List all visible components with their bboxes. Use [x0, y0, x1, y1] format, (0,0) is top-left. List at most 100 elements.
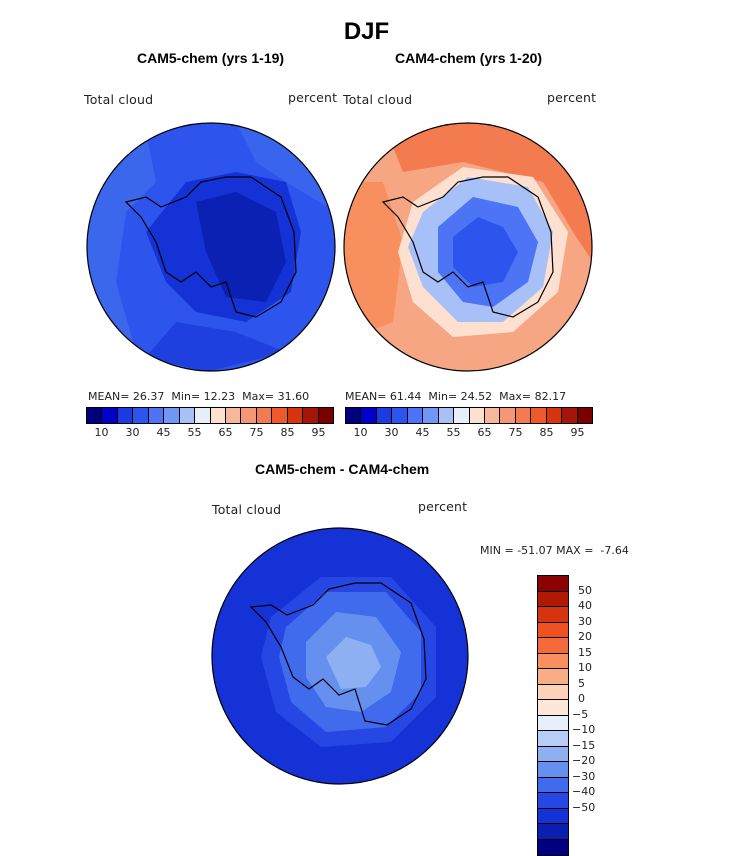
colorbar-tick-label: 10 — [578, 661, 592, 674]
colorbar-swatch — [164, 408, 180, 423]
colorbar-tick-label: 45 — [415, 426, 430, 439]
colorbar-tick-label: 10 — [353, 426, 368, 439]
colorbar-swatch — [407, 408, 424, 423]
colorbar-swatch — [531, 408, 547, 423]
panel-left-label-cam5: Total cloud — [84, 92, 154, 107]
colorbar-swatch — [538, 622, 568, 638]
colorbar-tick-label: −20 — [572, 754, 596, 767]
panel-unit-label-cam4: percent — [547, 90, 597, 105]
colorbar-swatch — [303, 408, 319, 423]
diff-panel-title: CAM5-chem - CAM4-chem — [255, 461, 430, 477]
colorbar-swatch — [538, 793, 568, 809]
colorbar-swatch — [538, 824, 568, 840]
colorbar-tick-label: 50 — [578, 583, 592, 597]
panel-title-cam5: CAM5-chem (yrs 1-19) — [137, 50, 285, 66]
colorbar-ticks-cam4: 10 30 45 55 65 75 85 95 — [345, 426, 593, 440]
figure-title: DJF — [343, 18, 390, 45]
colorbar-swatch — [438, 408, 455, 423]
colorbar-tick-label: 95 — [570, 426, 585, 439]
colorbar-swatch — [361, 408, 377, 423]
colorbar-tick-label: 85 — [280, 426, 295, 439]
colorbar-swatch — [577, 408, 592, 423]
colorbar-difference — [537, 575, 569, 856]
colorbar-swatch — [133, 408, 149, 423]
colorbar-tick-label: −40 — [572, 785, 596, 798]
colorbar-swatch — [87, 408, 103, 423]
colorbar-tick-label: 55 — [187, 426, 202, 439]
colorbar-swatch — [484, 408, 501, 423]
colorbar-tick-label: −30 — [572, 769, 596, 783]
colorbar-tick-label: 40 — [578, 599, 592, 612]
colorbar-tick-label: 75 — [508, 426, 523, 439]
panel-left-label-cam4: Total cloud — [343, 92, 413, 107]
colorbar-swatch — [195, 408, 211, 423]
colorbar-swatch — [318, 408, 333, 423]
colorbar-swatch — [346, 408, 362, 423]
colorbar-swatch — [256, 408, 273, 423]
panel-unit-label-cam5: percent — [288, 90, 338, 105]
colorbar-swatch — [538, 839, 568, 855]
colorbar-swatch — [179, 408, 196, 423]
colorbar-tick-label: −15 — [572, 738, 596, 752]
colorbar-tick-label: −50 — [572, 800, 596, 814]
colorbar-tick-label: 95 — [311, 426, 326, 439]
colorbar-swatch — [515, 408, 532, 423]
diff-unit-label: percent — [418, 499, 468, 514]
colorbar-swatch — [562, 408, 578, 423]
colorbar-swatch — [392, 408, 408, 423]
colorbar-cam5 — [86, 407, 334, 424]
stats-cam4: MEAN= 61.44 Min= 24.52 Max= 82.17 — [345, 390, 567, 403]
colorbar-swatch — [423, 408, 439, 423]
colorbar-swatch — [469, 408, 485, 423]
colorbar-swatch — [538, 762, 568, 778]
colorbar-swatch — [500, 408, 516, 423]
colorbar-tick-label: 0 — [578, 692, 585, 705]
colorbar-tick-label: 30 — [578, 614, 592, 628]
colorbar-tick-label: 30 — [125, 426, 140, 439]
colorbar-swatch — [287, 408, 304, 423]
colorbar-swatch — [454, 408, 470, 423]
colorbar-tick-label: 20 — [578, 630, 592, 643]
colorbar-swatch — [538, 653, 568, 669]
colorbar-tick-label: 15 — [578, 645, 592, 659]
colorbar-swatch — [538, 700, 568, 716]
colorbar-swatch — [538, 607, 568, 623]
colorbar-swatch — [102, 408, 118, 423]
colorbar-swatch — [241, 408, 257, 423]
colorbar-swatch — [538, 777, 568, 793]
colorbar-tick-label: 65 — [477, 426, 492, 439]
colorbar-tick-label: −5 — [572, 707, 589, 721]
colorbar-swatch — [538, 684, 568, 700]
colorbar-ticks-cam5: 10 30 45 55 65 75 85 95 — [86, 426, 334, 440]
colorbar-tick-label: 65 — [218, 426, 233, 439]
colorbar-tick-label: 5 — [578, 676, 585, 690]
diff-stats: MIN = -51.07 MAX = -7.64 — [480, 544, 629, 557]
colorbar-tick-label: 55 — [446, 426, 461, 439]
colorbar-swatch — [538, 576, 568, 592]
colorbar-swatch — [538, 715, 568, 731]
colorbar-cam4 — [345, 407, 593, 424]
colorbar-tick-label: 75 — [249, 426, 264, 439]
colorbar-swatch — [538, 591, 568, 607]
colorbar-swatch — [538, 638, 568, 654]
colorbar-ticks-difference: 50 40 30 20 15 10 5 0 −5 −10 −15 −20 −30 −40 −50 — [572, 575, 612, 855]
colorbar-swatch — [538, 669, 568, 685]
panel-title-cam4: CAM4-chem (yrs 1-20) — [395, 50, 543, 66]
stats-cam5: MEAN= 26.37 Min= 12.23 Max= 31.60 — [88, 390, 310, 403]
colorbar-tick-label: 85 — [539, 426, 554, 439]
colorbar-swatch — [546, 408, 563, 423]
colorbar-swatch — [148, 408, 165, 423]
colorbar-swatch — [210, 408, 226, 423]
colorbar-swatch — [272, 408, 288, 423]
colorbar-swatch — [117, 408, 134, 423]
colorbar-swatch — [376, 408, 393, 423]
map-difference — [211, 527, 469, 785]
colorbar-swatch — [225, 408, 242, 423]
colorbar-swatch — [538, 746, 568, 762]
map-cam5 — [86, 122, 336, 372]
colorbar-swatch — [538, 808, 568, 824]
colorbar-swatch — [538, 731, 568, 747]
colorbar-tick-label: 10 — [94, 426, 109, 439]
colorbar-tick-label: −10 — [572, 723, 596, 736]
colorbar-tick-label: 30 — [384, 426, 399, 439]
